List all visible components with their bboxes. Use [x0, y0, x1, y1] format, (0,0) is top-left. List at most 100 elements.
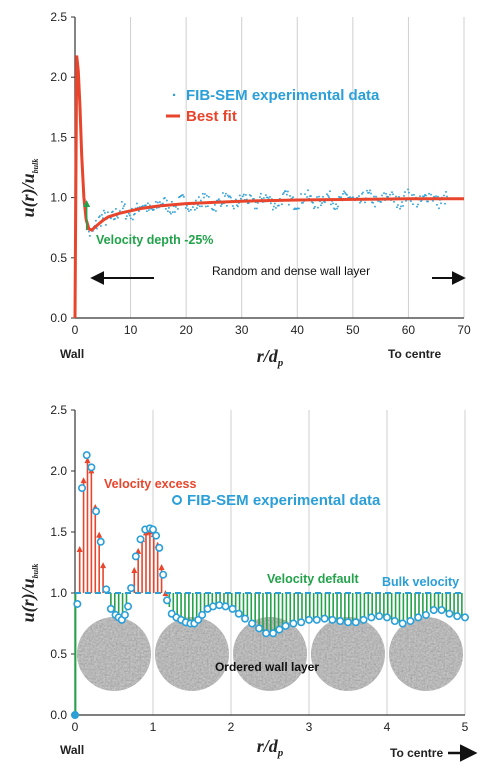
- experimental-data-dot: [296, 207, 298, 210]
- experimental-data-dot: [293, 208, 295, 211]
- experimental-data-dot: [180, 195, 182, 197]
- experimental-data-dot: [340, 196, 342, 198]
- experimental-data-dot: [405, 200, 407, 202]
- experimental-data-dot: [436, 204, 438, 206]
- experimental-data-dot: [286, 193, 288, 196]
- experimental-data-dot: [279, 198, 281, 200]
- experimental-data-dot: [131, 207, 133, 210]
- experimental-data-dot: [289, 195, 291, 197]
- experimental-data-dot: [218, 198, 220, 200]
- experimental-data-dot: [216, 199, 218, 202]
- experimental-data-dot: [116, 215, 118, 217]
- experimental-data-dot: [188, 210, 190, 212]
- experimental-data-dot: [420, 200, 422, 202]
- chart-bottom-x-axis-label: r/dp: [257, 736, 284, 759]
- experimental-data-dot: [281, 203, 283, 206]
- chart-bottom-grid: [152, 410, 466, 715]
- experimental-data-point: [367, 613, 376, 622]
- experimental-data-dot: [338, 196, 340, 198]
- experimental-data-dot: [424, 194, 426, 196]
- experimental-data-point: [343, 618, 352, 627]
- experimental-data-dot: [252, 198, 254, 200]
- experimental-data-dot: [317, 206, 319, 209]
- chart-bottom: Ordered wall layer 0 1 2 3 4 5 0.0 0.5 1.0 1.5 2.0…: [18, 403, 478, 762]
- experimental-data-dot: [162, 202, 164, 205]
- experimental-data-dot: [123, 205, 125, 207]
- experimental-data-point: [297, 618, 306, 627]
- experimental-data-dot: [166, 199, 168, 202]
- experimental-data-dot: [348, 196, 350, 199]
- experimental-data-dot: [147, 202, 149, 205]
- chart-bottom-x-tick-label: 1: [150, 720, 157, 734]
- velocity-excess-arrow-head: [135, 547, 142, 554]
- experimental-data-dot: [375, 195, 377, 198]
- experimental-data-dot: [113, 218, 115, 221]
- velocity-excess-arrow-head: [76, 546, 83, 553]
- experimental-data-dot: [125, 218, 127, 220]
- experimental-data-dot: [385, 193, 387, 195]
- experimental-data-dot: [402, 205, 404, 207]
- experimental-data-dot: [263, 197, 265, 199]
- experimental-data-dot: [237, 205, 239, 208]
- experimental-data-dot: [139, 206, 141, 208]
- experimental-data-dot: [396, 206, 398, 208]
- experimental-data-dot: [159, 201, 161, 203]
- experimental-data-dot: [432, 200, 434, 202]
- experimental-data-dot: [294, 207, 296, 210]
- experimental-data-dot: [206, 194, 208, 197]
- chart-bottom-y-axis-label: u(r)/ubulk: [18, 564, 40, 623]
- experimental-data-dot: [400, 205, 402, 208]
- experimental-data-dot: [395, 195, 397, 198]
- experimental-data-dot: [369, 189, 371, 192]
- experimental-data-dot: [398, 196, 400, 198]
- experimental-data-point: [106, 604, 115, 613]
- experimental-data-dot: [99, 215, 101, 217]
- experimental-data-dot: [371, 201, 373, 203]
- experimental-data-dot: [187, 208, 189, 210]
- particle: [389, 617, 463, 691]
- experimental-data-dot: [233, 207, 235, 210]
- experimental-data-dot: [392, 193, 394, 196]
- experimental-data-point: [198, 610, 207, 619]
- experimental-data-dot: [211, 207, 213, 210]
- experimental-data-dot: [102, 217, 104, 219]
- experimental-data-dot: [310, 195, 312, 197]
- experimental-data-point: [72, 712, 78, 718]
- experimental-data-dot: [349, 196, 351, 198]
- experimental-data-dot: [117, 216, 119, 219]
- experimental-data-dot: [321, 202, 323, 204]
- velocity-excess-arrow-head: [84, 457, 91, 464]
- particle: [311, 617, 385, 691]
- experimental-data-dot: [393, 201, 395, 203]
- experimental-data-dot: [386, 195, 388, 198]
- experimental-data-dot: [352, 196, 354, 198]
- velocity-depth-label: Velocity depth -25%: [96, 233, 213, 247]
- experimental-data-dot: [98, 216, 100, 219]
- experimental-data-dot: [247, 202, 249, 205]
- experimental-data-dot: [272, 208, 274, 211]
- chart-bottom-legend-label: FIB-SEM experimental data: [187, 492, 381, 509]
- experimental-data-dot: [201, 205, 203, 208]
- experimental-data-dot: [410, 200, 412, 202]
- experimental-data-dot: [200, 199, 202, 202]
- experimental-data-dot: [404, 191, 406, 193]
- experimental-data-dot: [314, 205, 316, 208]
- experimental-data-dot: [214, 204, 216, 206]
- experimental-data-dot: [283, 192, 285, 194]
- experimental-data-dot: [181, 194, 183, 197]
- experimental-data-dot: [440, 202, 442, 205]
- experimental-data-dot: [287, 190, 289, 193]
- experimental-data-dot: [148, 209, 150, 211]
- experimental-data-dot: [111, 211, 113, 213]
- experimental-data-dot: [246, 198, 248, 201]
- experimental-data-point: [255, 624, 264, 633]
- chart-bottom-velocity-bars: [74, 457, 463, 715]
- experimental-data-dot: [372, 202, 374, 204]
- experimental-data-dot: [242, 195, 244, 198]
- experimental-data-dot: [323, 200, 325, 203]
- experimental-data-dot: [423, 195, 425, 198]
- experimental-data-dot: [144, 204, 146, 207]
- experimental-data-dot: [178, 196, 180, 199]
- velocity-excess-label: Velocity excess: [104, 477, 196, 491]
- experimental-data-dot: [358, 195, 360, 197]
